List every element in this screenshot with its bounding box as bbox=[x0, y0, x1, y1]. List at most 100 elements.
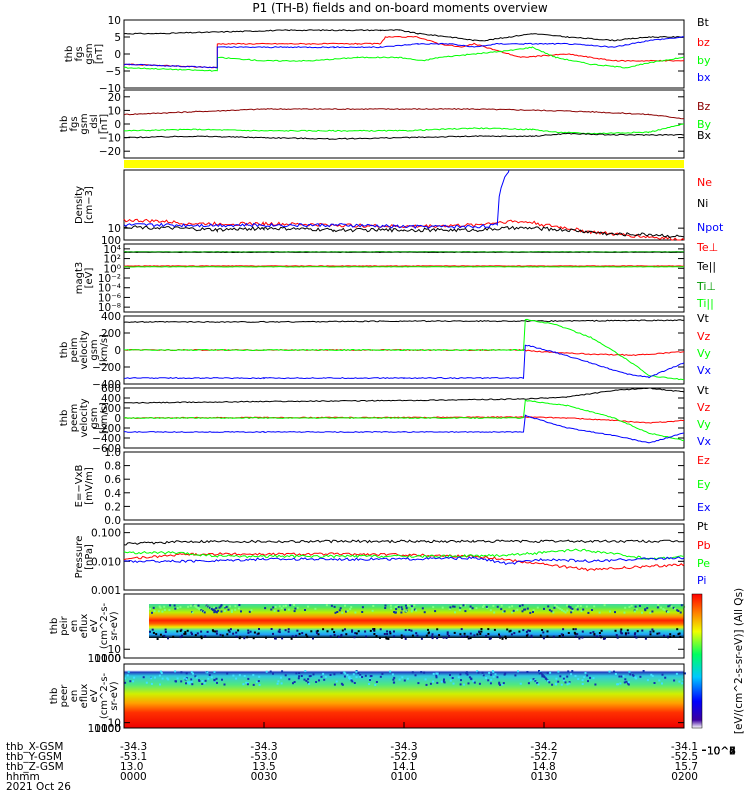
spectrogram-pixel bbox=[335, 680, 338, 683]
legend-ti: Ti⊥ bbox=[696, 280, 716, 293]
electron-spectrogram bbox=[124, 666, 684, 728]
spectrogram-pixel bbox=[159, 683, 161, 686]
spectrogram-pixel bbox=[580, 610, 583, 613]
spectrogram-pixel bbox=[501, 683, 504, 686]
spectrogram-pixel bbox=[467, 682, 470, 685]
spectrogram-pixel bbox=[252, 674, 255, 677]
spectrogram-pixel bbox=[197, 604, 200, 607]
spectrogram-pixel bbox=[361, 606, 364, 609]
spectrogram-pixel bbox=[371, 609, 374, 612]
x-tick-label: -34.3 bbox=[250, 741, 277, 753]
spectrogram-pixel bbox=[445, 637, 448, 639]
spectrogram-pixel bbox=[372, 605, 375, 607]
spectrogram-pixel bbox=[270, 608, 273, 611]
spectrogram-pixel bbox=[567, 670, 570, 673]
spectrogram-pixel bbox=[310, 630, 313, 633]
spectrogram-pixel bbox=[564, 611, 567, 614]
spectrogram-pixel bbox=[586, 674, 589, 677]
spectrogram-pixel bbox=[306, 635, 309, 638]
spectrogram-pixel bbox=[434, 610, 437, 613]
y-axis-label-line: thb bbox=[59, 116, 70, 133]
spectrogram-pixel bbox=[322, 672, 325, 675]
spectrogram-pixel bbox=[620, 675, 623, 678]
spectrogram-pixel bbox=[669, 604, 672, 607]
spectrogram-pixel bbox=[308, 682, 311, 685]
spectrogram-pixel bbox=[369, 675, 372, 678]
spectrogram-pixel bbox=[372, 628, 374, 631]
spectrogram-pixel bbox=[489, 637, 492, 640]
spectrogram-pixel bbox=[406, 677, 409, 680]
spectrogram-pixel bbox=[523, 608, 526, 611]
spectrogram-pixel bbox=[529, 679, 532, 682]
spectrogram-pixel bbox=[499, 683, 501, 686]
spectrogram-pixel bbox=[408, 629, 411, 631]
spectrogram-pixel bbox=[264, 607, 267, 610]
y-tick-label: 10⁴ bbox=[103, 244, 121, 256]
spectrogram-pixel bbox=[274, 606, 277, 608]
spectrogram-pixel bbox=[153, 610, 156, 613]
x-axis-row-label: thb_X-GSM bbox=[6, 741, 63, 753]
y-axis-label-line: Density bbox=[74, 186, 85, 224]
spectrogram-pixel bbox=[340, 633, 343, 636]
spectrogram-pixel bbox=[174, 680, 177, 683]
spectrogram-pixel bbox=[369, 629, 372, 632]
spectrogram-pixel bbox=[176, 677, 179, 680]
spectrogram-pixel bbox=[176, 630, 179, 633]
y-axis-label: E=−VxB[mV/m] bbox=[74, 465, 95, 508]
colorbar-tick-label: 10^6 bbox=[707, 745, 736, 757]
y-axis-label: thbfgsgsm[nT] bbox=[64, 43, 105, 64]
spectrogram-pixel bbox=[224, 606, 226, 609]
spectrogram-pixel bbox=[293, 681, 296, 683]
spectrogram-pixel bbox=[678, 680, 681, 683]
spectrogram-pixel bbox=[180, 680, 183, 683]
spectrogram-pixel bbox=[546, 630, 549, 633]
legend-vz: Vz bbox=[697, 330, 711, 343]
spectrogram-pixel bbox=[400, 636, 403, 639]
x-tick-label: -34.1 bbox=[671, 741, 698, 753]
y-axis-label-line: gsm bbox=[89, 407, 100, 428]
spectrogram-pixel bbox=[329, 674, 332, 676]
spectrogram-pixel bbox=[124, 681, 127, 684]
spectrogram-pixel bbox=[338, 609, 341, 612]
spectrogram-pixel bbox=[663, 608, 666, 611]
panel-frame bbox=[123, 243, 685, 313]
spectrogram-pixel bbox=[368, 683, 371, 685]
x-tick-label: 15.7 bbox=[675, 761, 698, 773]
spectrogram-pixel bbox=[191, 683, 194, 686]
series-vt-line bbox=[123, 387, 685, 404]
y-axis-label-line: en bbox=[69, 690, 80, 703]
spectrogram-pixel bbox=[466, 635, 469, 638]
spectrogram-pixel bbox=[555, 683, 558, 686]
spectrogram-pixel bbox=[532, 678, 535, 681]
spectrogram-pixel bbox=[216, 681, 218, 684]
spectrogram-pixel bbox=[443, 678, 445, 681]
spectrogram-pixel bbox=[415, 609, 418, 612]
spectrogram-pixel bbox=[650, 673, 653, 676]
series-npot-line bbox=[123, 169, 510, 230]
spectrogram-pixel bbox=[174, 670, 177, 673]
spectrogram-pixel bbox=[158, 605, 161, 608]
spectrogram-pixel bbox=[333, 683, 336, 686]
spectrogram-pixel bbox=[673, 607, 676, 610]
spectrogram-pixel bbox=[536, 682, 539, 684]
spectrogram-pixel bbox=[340, 672, 343, 674]
y-axis-label-line: [mV/m] bbox=[84, 467, 95, 505]
spectrogram-pixel bbox=[401, 608, 404, 611]
x-tick-label: 14.8 bbox=[532, 761, 555, 773]
legend-vt: Vt bbox=[697, 384, 710, 397]
spectrogram-pixel bbox=[189, 604, 192, 607]
y-axis-label: Pressure[nPa] bbox=[74, 536, 95, 579]
spectrogram-pixel bbox=[225, 605, 228, 608]
spectrogram-pixel bbox=[385, 637, 388, 640]
x-tick-label: -34.3 bbox=[390, 741, 417, 753]
spectrogram-pixel bbox=[248, 610, 251, 613]
spectrogram-pixel bbox=[482, 604, 485, 607]
y-axis-label-line: fgs bbox=[74, 46, 85, 61]
spectrogram-pixel bbox=[503, 610, 506, 613]
spectrogram-pixel bbox=[480, 630, 483, 633]
spectrogram-pixel bbox=[561, 609, 563, 612]
spectrogram-pixel bbox=[333, 605, 336, 608]
spectrogram-pixel bbox=[478, 630, 481, 633]
spectrogram-pixel bbox=[629, 673, 632, 676]
